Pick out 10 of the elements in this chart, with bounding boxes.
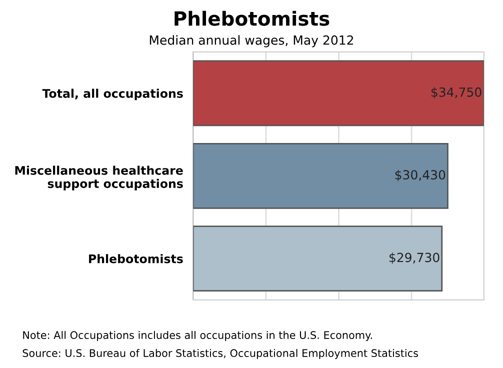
data-label: $30,430 <box>395 170 446 182</box>
source-note: Source: U.S. Bureau of Labor Statistics, Occupational Employment Statistics <box>22 348 418 360</box>
y-tick-label: Miscellaneous healthcare support occupations <box>15 166 183 190</box>
data-label: $34,750 <box>431 87 482 99</box>
chart-subtitle: Median annual wages, May 2012 <box>150 35 354 48</box>
text: Note: All Occupations includes all occupations in the U.S. Economy. <box>23 330 372 342</box>
chart-title: Phlebotomists <box>174 10 330 26</box>
y-tick-label: Total, all occupations <box>42 88 183 100</box>
data-label: $29,730 <box>389 252 440 264</box>
y-tick-label: Phlebotomists <box>89 254 183 264</box>
